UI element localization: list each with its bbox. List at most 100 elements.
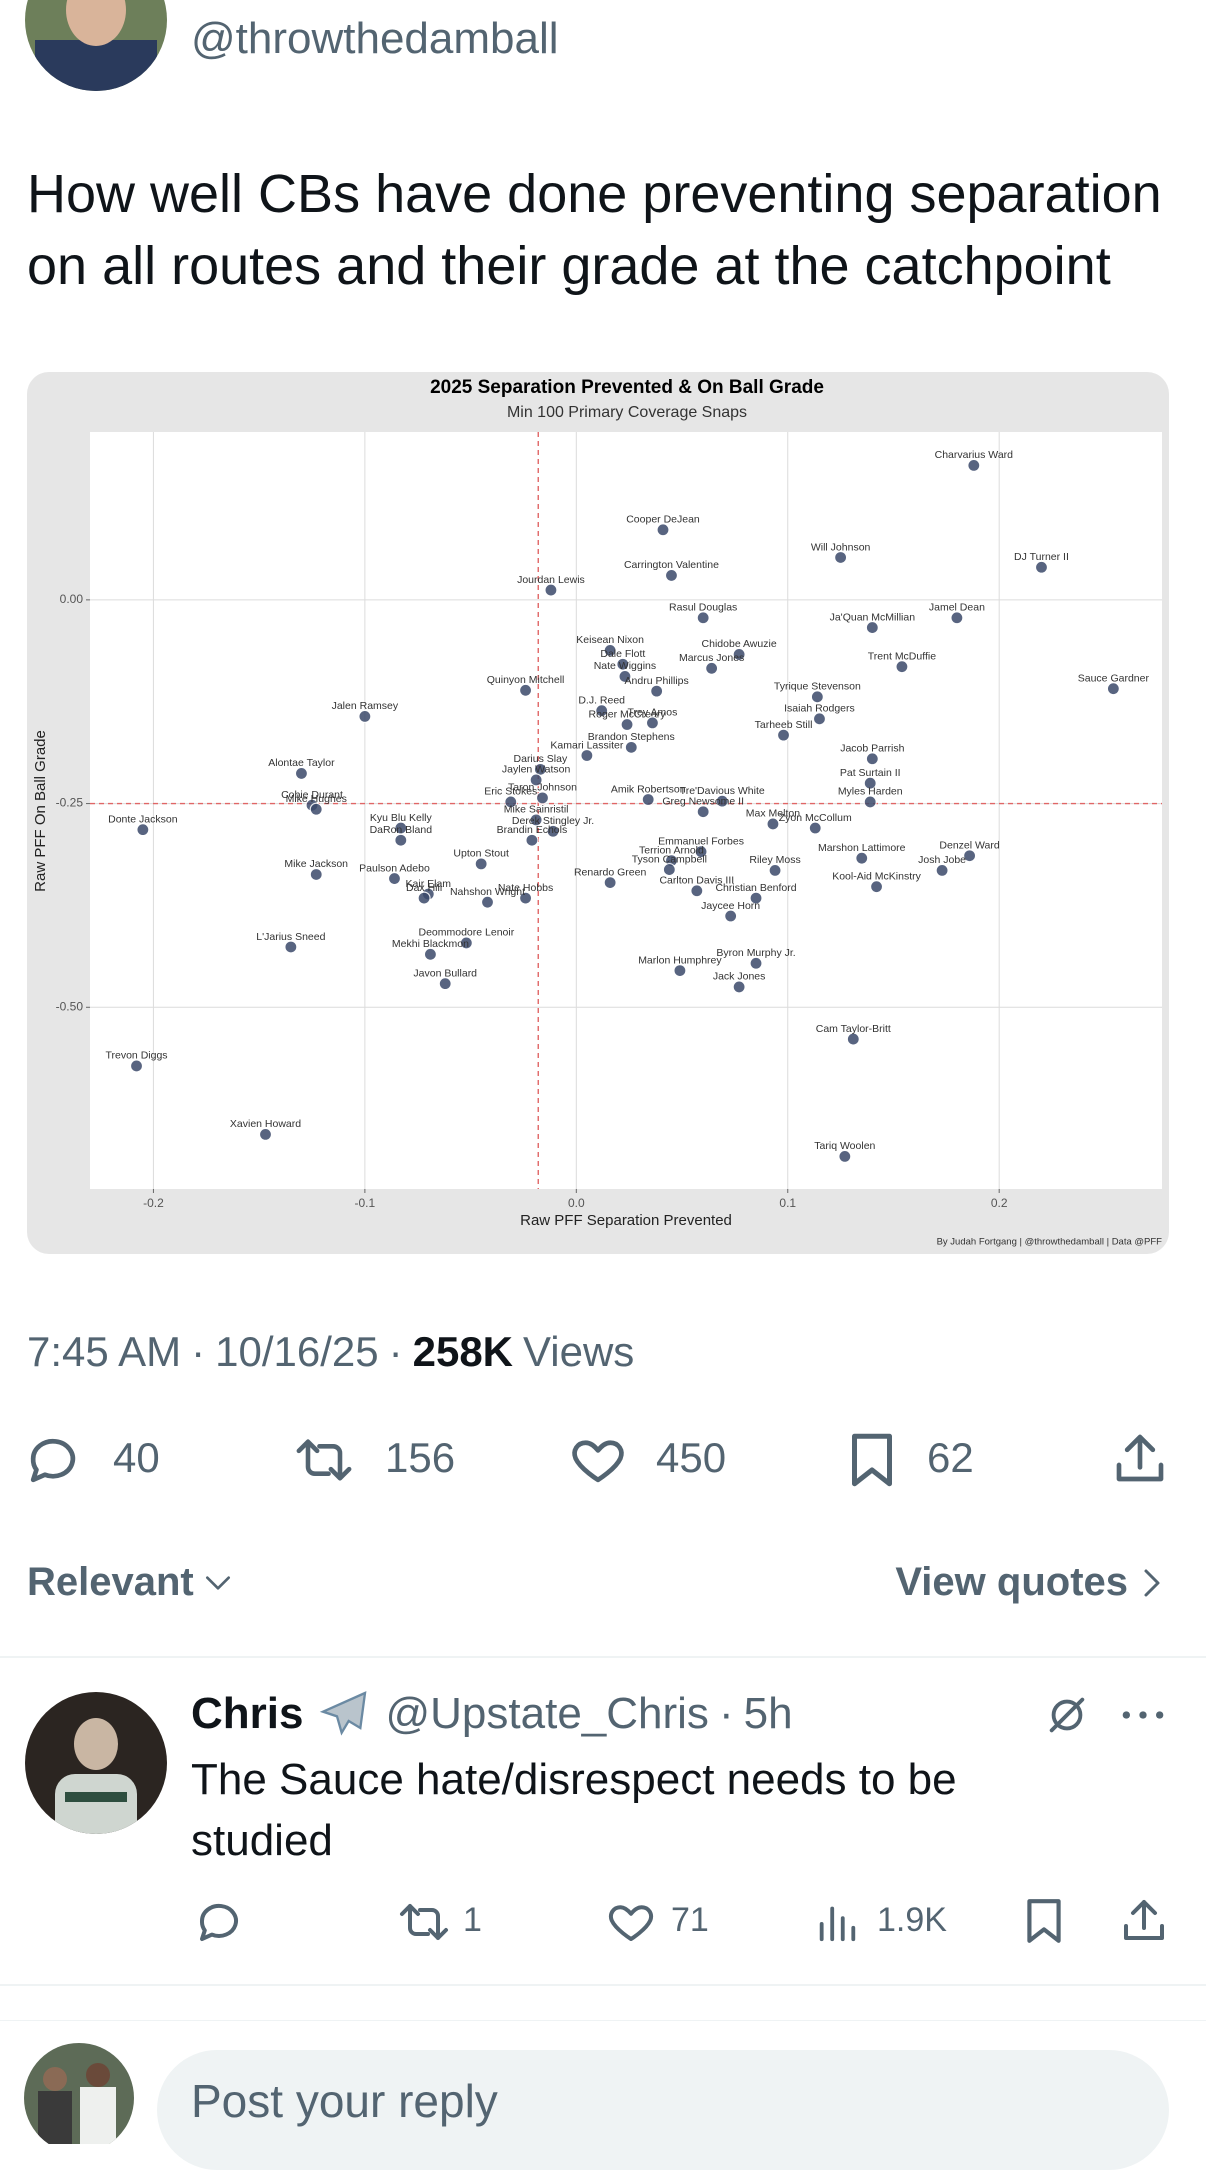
reply-bookmark-button[interactable] (1022, 1896, 1066, 1946)
grid (90, 432, 1162, 1189)
data-point (724, 909, 738, 923)
tweet-time[interactable]: 7:45 AM (27, 1328, 182, 1375)
point-label: Byron Murphy Jr. (716, 947, 795, 959)
point-label: Roger McCreary (589, 708, 667, 720)
point-label: Dax Hill (406, 882, 442, 894)
data-point (258, 1127, 273, 1142)
plot-area (90, 432, 1162, 1189)
point-label: Cobie Durant (281, 789, 343, 801)
view-quotes-link[interactable]: View quotes (895, 1560, 1166, 1605)
author-avatar[interactable] (25, 0, 167, 92)
data-point (480, 895, 495, 909)
more-button[interactable] (1118, 1700, 1168, 1730)
point-label: Cam Taylor-Britt (816, 1023, 891, 1035)
grok-button[interactable] (1044, 1692, 1090, 1738)
point-label: Emmanuel Forbes (658, 835, 744, 847)
data-point (696, 805, 710, 819)
reply-header: Chris @Upstate_Chris · 5h (191, 1686, 793, 1742)
data-point (309, 867, 323, 882)
repost-button[interactable] (292, 1432, 356, 1488)
data-point (846, 1032, 860, 1046)
author-handle[interactable]: @throwthedamball (191, 14, 559, 63)
view-quotes-label: View quotes (895, 1560, 1128, 1604)
reply-like-count: 71 (671, 1901, 709, 1939)
point-label: Jaycee Horn (701, 900, 760, 912)
point-label: Alontae Taylor (268, 757, 335, 769)
data-point (580, 748, 594, 763)
separator: · (191, 1328, 206, 1375)
bookmark-button[interactable] (846, 1430, 898, 1490)
point-label: Quinyon Mitchell (487, 674, 565, 686)
x-tick-label: 0.2 (991, 1196, 1008, 1210)
y-tick-label: 0.00 (60, 592, 84, 606)
data-point (766, 817, 780, 831)
data-point (546, 824, 560, 838)
reply-author-name[interactable]: Chris (191, 1689, 304, 1738)
point-label: Chidobe Awuzie (702, 638, 777, 650)
point-label: Josh Jobe (918, 854, 966, 866)
bookmark-count: 62 (927, 1434, 974, 1481)
media-card[interactable]: 2025 Separation Prevented & On Ball Grad… (27, 372, 1169, 1254)
point-label: Dale Flott (600, 648, 645, 660)
reply-count: 40 (113, 1434, 160, 1481)
chart-subtitle: Min 100 Primary Coverage Snaps (507, 404, 747, 421)
point-label: DaRon Bland (370, 824, 433, 836)
data-point (732, 647, 746, 662)
data-point (935, 863, 949, 877)
share-button[interactable] (1112, 1430, 1168, 1486)
point-label: Marcus Jones (679, 652, 744, 664)
sort-dropdown[interactable]: Relevant (27, 1560, 234, 1605)
data-point (962, 849, 977, 863)
reply-author-handle[interactable]: @Upstate_Chris (385, 1689, 709, 1738)
like-count: 450 (656, 1434, 727, 1481)
chart: 2025 Separation Prevented & On Ball Grad… (32, 377, 1163, 1248)
reply-repost-button[interactable] (396, 1898, 452, 1946)
data-point (855, 851, 869, 865)
point-label: Jamel Dean (929, 602, 985, 614)
point-label: Jalen Ramsey (332, 700, 399, 712)
data-point (423, 947, 438, 961)
tweet-date[interactable]: 10/16/25 (215, 1328, 379, 1375)
reply-avatar[interactable] (25, 1692, 167, 1834)
y-tick-label: -0.25 (56, 796, 84, 810)
x-tick-label: 0.0 (568, 1196, 585, 1210)
data-point (690, 884, 704, 898)
reply-line: The Sauce hate/disrespect needs to be (191, 1755, 957, 1804)
data-point (417, 891, 431, 905)
reply-views-button[interactable] (814, 1898, 860, 1946)
divider (0, 2020, 1206, 2021)
like-button[interactable] (568, 1432, 628, 1488)
point-label: Nate Hobbs (498, 882, 553, 894)
reply-like-button[interactable] (606, 1898, 656, 1946)
point-label: Tyson Campbell (632, 853, 707, 865)
data-point (732, 980, 746, 994)
data-point (645, 716, 660, 730)
data-point (387, 871, 402, 886)
chart-credit: By Judah Fortgang | @throwthedamball | D… (937, 1237, 1163, 1248)
point-label: Denzel Ward (939, 840, 999, 852)
data-point (641, 792, 655, 807)
point-label: Upton Stout (453, 848, 509, 860)
tweet-text: How well CBs have done preventing separa… (27, 158, 1162, 302)
data-point (749, 956, 763, 970)
point-label: Andru Phillips (625, 675, 689, 687)
data-point (950, 611, 964, 625)
tweet-line: How well CBs have done preventing separa… (27, 164, 1162, 224)
point-label: L'Jarius Sneed (256, 931, 325, 943)
data-point (624, 740, 638, 754)
data-point (776, 728, 791, 742)
point-label: Nate Wiggins (594, 660, 656, 672)
x-tick-label: -0.2 (143, 1196, 164, 1210)
reply-reply-button[interactable] (195, 1898, 243, 1946)
data-point (518, 891, 533, 905)
reply-button[interactable] (25, 1432, 81, 1488)
point-label: Kamari Lassiter (550, 739, 623, 751)
reply-share-button[interactable] (1120, 1896, 1168, 1944)
data-point (895, 660, 909, 674)
point-label: Jaylen Watson (502, 764, 571, 776)
chart-title: 2025 Separation Prevented & On Ball Grad… (430, 377, 824, 398)
data-point (603, 643, 617, 657)
x-tick-label: -0.1 (355, 1196, 376, 1210)
data-point (535, 791, 550, 805)
data-point (812, 712, 827, 726)
